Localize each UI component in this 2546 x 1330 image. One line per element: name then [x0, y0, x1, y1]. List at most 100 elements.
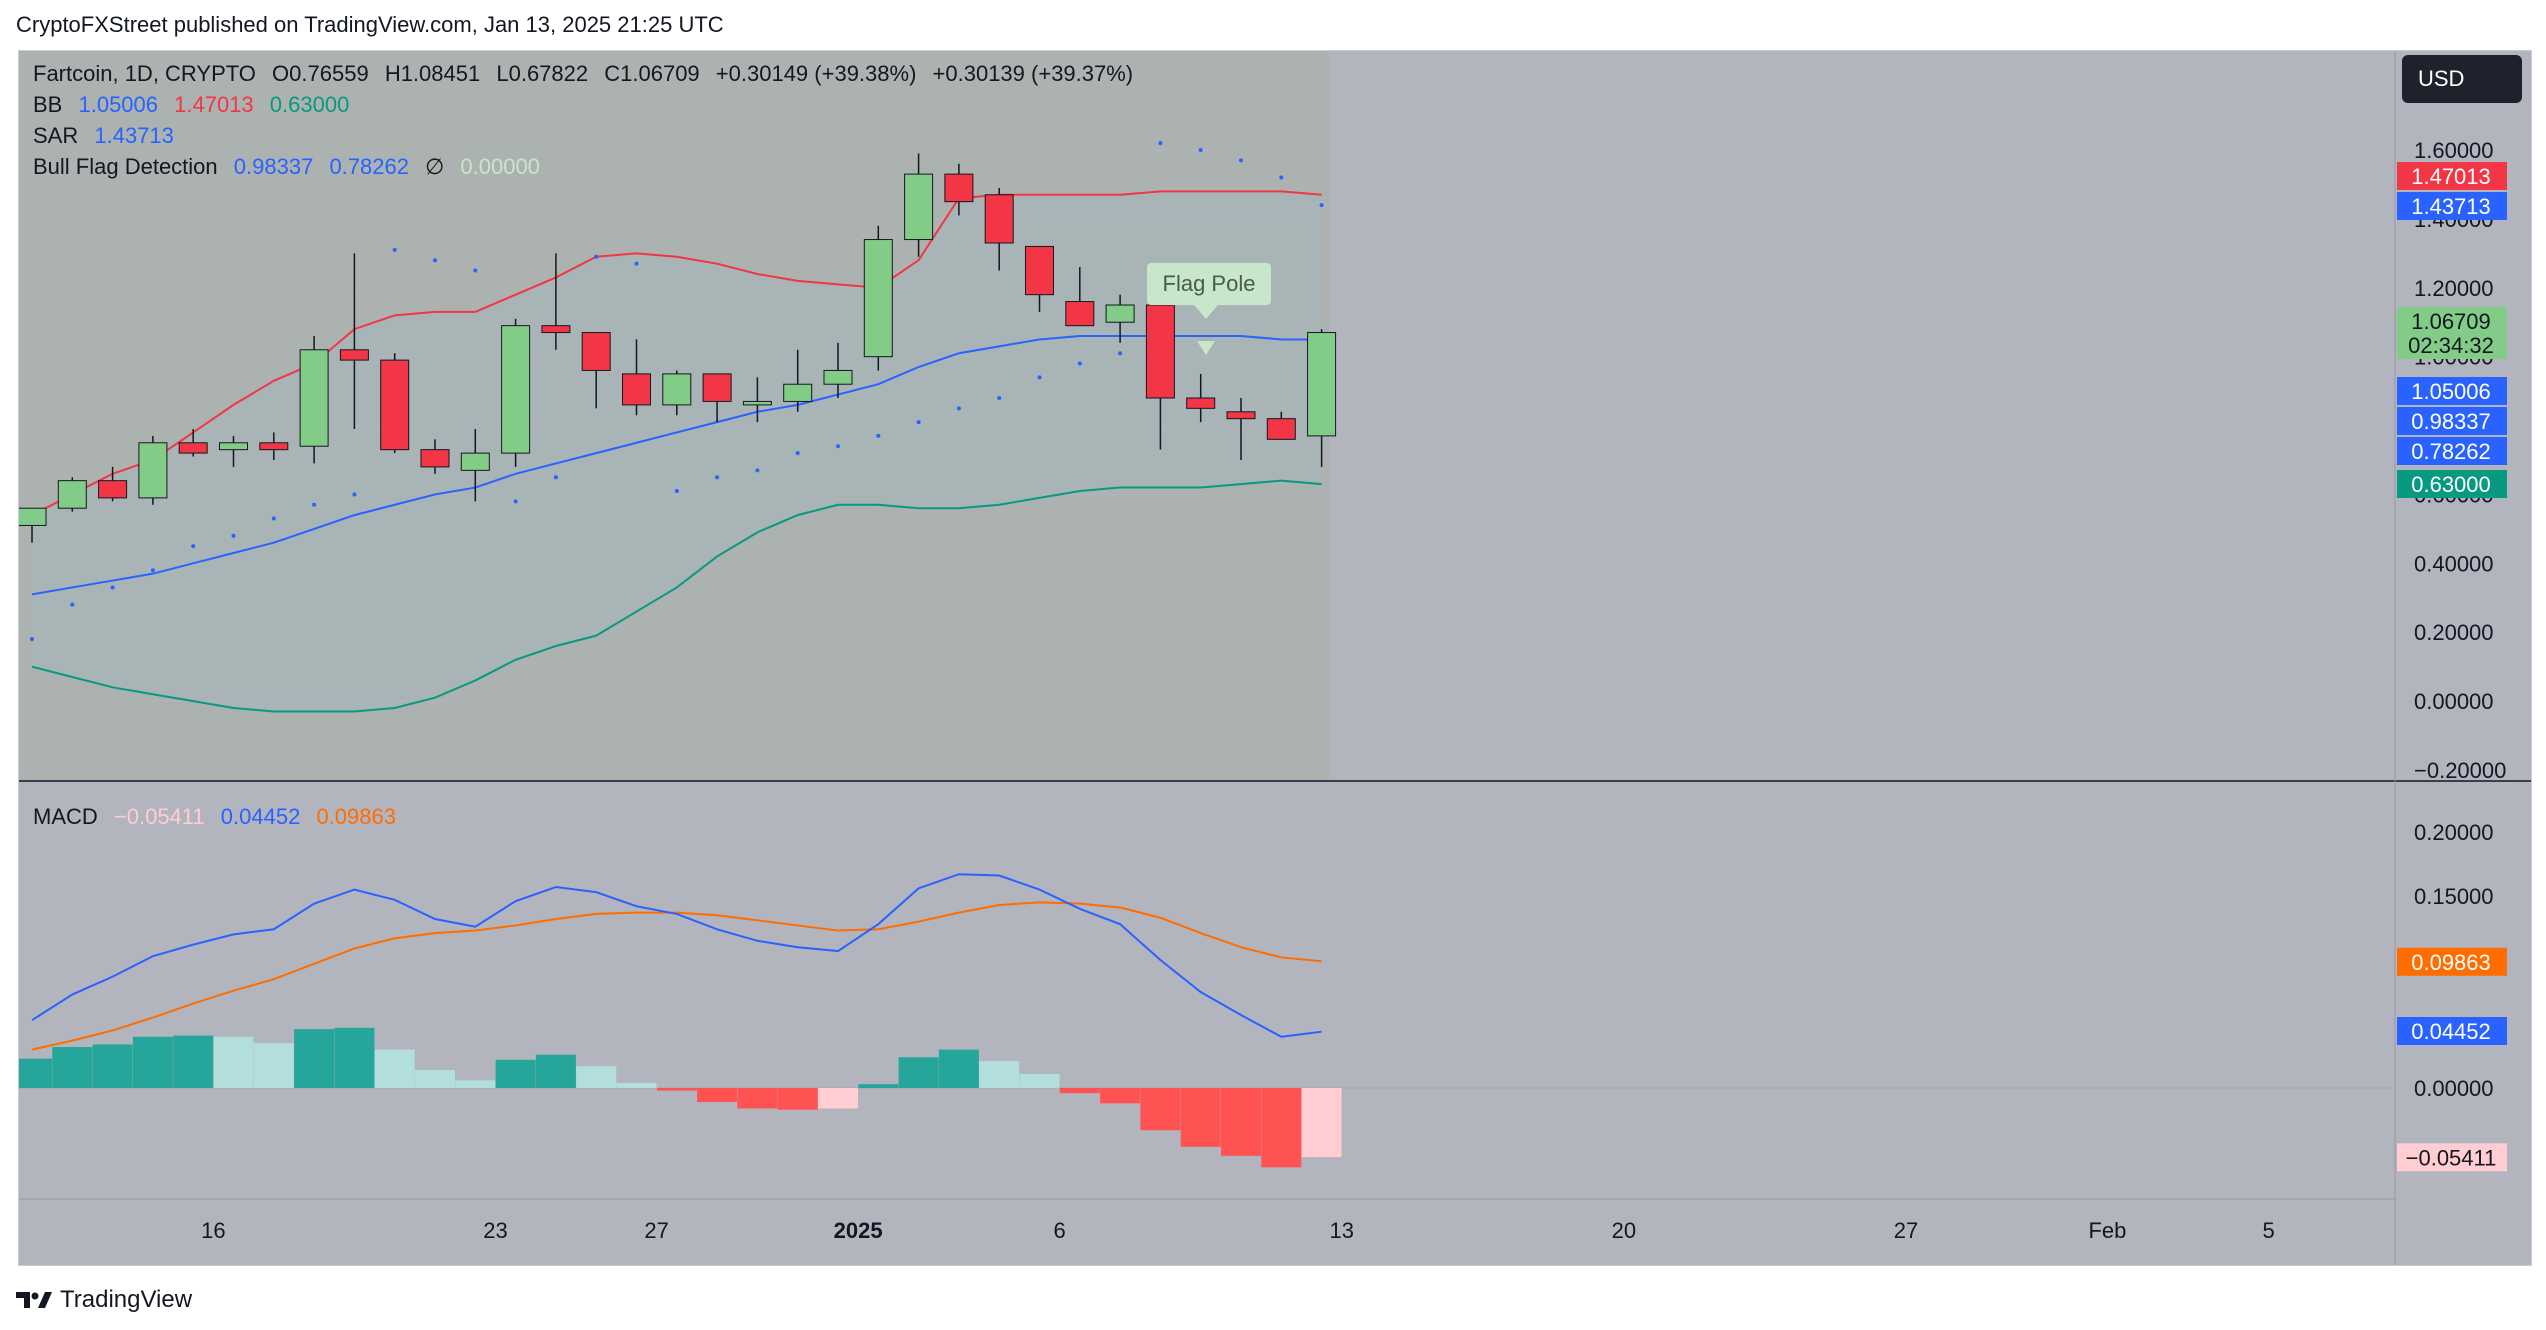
legend-macd-label[interactable]: MACD	[33, 804, 98, 829]
macd-histogram-bar[interactable]	[294, 1029, 335, 1088]
candle-up[interactable]	[138, 442, 168, 499]
macd-histogram-bar[interactable]	[173, 1035, 214, 1088]
legend-change2: +0.30139 (+39.37%)	[932, 61, 1134, 86]
macd-histogram-bar[interactable]	[818, 1088, 858, 1109]
candle-down[interactable]	[1266, 418, 1296, 440]
candle-down[interactable]	[1226, 411, 1256, 420]
sar-dot	[876, 433, 881, 438]
price-scale-label[interactable]	[2397, 307, 2507, 359]
price-scale-label[interactable]	[2397, 162, 2507, 190]
sar-dot	[473, 268, 478, 273]
currency-button[interactable]: USD	[2402, 55, 2522, 103]
macd-histogram-bar[interactable]	[1301, 1088, 1342, 1158]
legend-bull-label[interactable]: Bull Flag Detection	[33, 154, 218, 179]
candle-up[interactable]	[863, 239, 893, 358]
macd-histogram-bar[interactable]	[374, 1049, 415, 1088]
candle-down[interactable]	[420, 449, 450, 468]
candle-up[interactable]	[460, 452, 490, 471]
bb-band-fill	[32, 191, 1322, 712]
sar-dot	[836, 444, 840, 449]
candle-down[interactable]	[339, 349, 369, 361]
candle-up[interactable]	[19, 507, 47, 526]
legend-bb-label[interactable]: BB	[33, 92, 63, 117]
macd-histogram-bar[interactable]	[253, 1043, 294, 1088]
macd-histogram-bar[interactable]	[1019, 1073, 1060, 1088]
price-scale-label[interactable]	[2397, 407, 2507, 435]
macd-scale-label[interactable]	[2397, 1143, 2507, 1172]
sar-dot	[1279, 175, 1284, 180]
macd-histogram-bar[interactable]	[213, 1036, 254, 1088]
macd-histogram-bar[interactable]	[132, 1036, 173, 1088]
macd-histogram-bar[interactable]	[1261, 1088, 1302, 1168]
time-tick-label: 27	[1894, 1218, 1918, 1243]
candle-up[interactable]	[299, 349, 329, 447]
macd-histogram-bar[interactable]	[415, 1070, 455, 1088]
macd-histogram-bar[interactable]	[898, 1057, 939, 1088]
macd-scale-label[interactable]	[2397, 947, 2507, 976]
macd-scale-label[interactable]	[2397, 1017, 2507, 1046]
candle-down[interactable]	[178, 442, 208, 454]
macd-histogram-bar[interactable]	[19, 1058, 52, 1088]
legend-sar-label[interactable]: SAR	[33, 123, 79, 148]
macd-histogram-bar[interactable]	[334, 1027, 375, 1088]
candle-up[interactable]	[1307, 332, 1337, 437]
macd-histogram-bar[interactable]	[938, 1049, 979, 1088]
flag-pole-label-box[interactable]	[1147, 263, 1271, 305]
candle-down[interactable]	[541, 325, 571, 334]
candle-up[interactable]	[662, 373, 692, 406]
macd-histogram-bar[interactable]	[656, 1088, 697, 1091]
chart-frame[interactable]: 1.600001.400001.200001.000000.800000.600…	[18, 50, 2532, 1266]
candle-up[interactable]	[1105, 304, 1135, 323]
macd-histogram-bar[interactable]	[1059, 1088, 1100, 1094]
bb-lower-line	[31, 479, 1322, 713]
candle-up[interactable]	[783, 383, 813, 402]
price-scale-label[interactable]	[2397, 192, 2507, 220]
candle-down[interactable]	[702, 373, 732, 402]
candle-up[interactable]	[219, 442, 248, 451]
macd-histogram-bar[interactable]	[777, 1088, 818, 1110]
candle-up[interactable]	[501, 325, 531, 454]
macd-histogram-bar[interactable]	[737, 1088, 778, 1109]
footer-brand[interactable]: TradingView	[16, 1286, 192, 1314]
candle-down[interactable]	[98, 480, 128, 499]
sar-dot	[231, 533, 236, 538]
macd-histogram-bar[interactable]	[535, 1054, 576, 1088]
macd-histogram-bar[interactable]	[495, 1059, 536, 1088]
macd-histogram-bar[interactable]	[576, 1066, 617, 1088]
candle-down[interactable]	[622, 373, 651, 406]
candle-down[interactable]	[581, 332, 611, 371]
macd-histogram-bar[interactable]	[52, 1047, 93, 1088]
macd-histogram-bar[interactable]	[616, 1082, 657, 1088]
macd-histogram-bar[interactable]	[697, 1088, 738, 1103]
candle-up[interactable]	[57, 480, 87, 509]
macd-histogram-bar[interactable]	[1180, 1088, 1221, 1147]
macd-histogram-bar[interactable]	[1140, 1088, 1181, 1131]
candle-up[interactable]	[742, 400, 772, 406]
macd-histogram-bar[interactable]	[1100, 1088, 1141, 1104]
macd-histogram-bar[interactable]	[92, 1044, 133, 1088]
legend-bull-v2: 0.78262	[329, 154, 409, 179]
bb-basis-line	[31, 335, 1322, 596]
sar-dot	[755, 468, 760, 473]
legend-high: H1.08451	[384, 61, 481, 86]
macd-histogram-bar[interactable]	[1221, 1088, 1261, 1156]
chart-canvas[interactable]: 1.600001.400001.200001.000000.800000.600…	[19, 51, 2531, 1265]
candle-down[interactable]	[259, 442, 289, 451]
macd-histogram-bar[interactable]	[858, 1084, 899, 1088]
candle-down[interactable]	[944, 173, 974, 203]
candle-down[interactable]	[380, 359, 410, 451]
candle-up[interactable]	[904, 173, 934, 241]
macd-histogram-bar[interactable]	[979, 1061, 1020, 1088]
candle-up[interactable]	[823, 369, 853, 385]
candle-down[interactable]	[1025, 245, 1054, 296]
price-scale-label[interactable]	[2397, 470, 2507, 498]
candle-down[interactable]	[1186, 397, 1216, 409]
sar-dot	[271, 516, 276, 521]
candle-down[interactable]	[1065, 301, 1095, 327]
candle-down[interactable]	[1145, 304, 1175, 399]
price-scale-label[interactable]	[2397, 377, 2507, 405]
price-scale-label[interactable]	[2397, 437, 2507, 465]
macd-histogram-bar[interactable]	[455, 1080, 496, 1088]
candle-down[interactable]	[984, 194, 1014, 244]
legend-symbol[interactable]: Fartcoin, 1D, CRYPTO	[33, 61, 256, 86]
